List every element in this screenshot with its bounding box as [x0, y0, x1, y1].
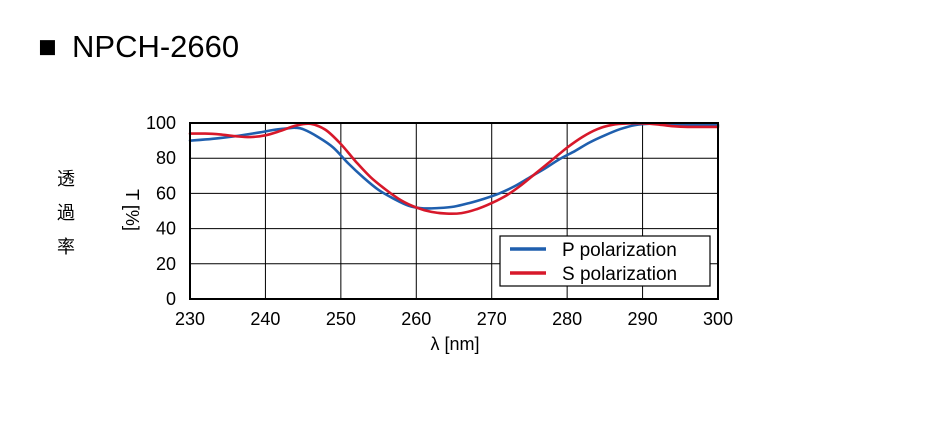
y-tick-label: 20 — [156, 254, 176, 274]
x-axis-label: λ [nm] — [430, 334, 479, 354]
chart-title: NPCH-2660 — [72, 29, 239, 64]
x-tick-labels: 230 240 250 260 270 280 290 300 — [175, 309, 733, 329]
y-tick-label: 80 — [156, 148, 176, 168]
y-tick-labels: 0 20 40 60 80 100 — [146, 113, 176, 309]
y-axis-label: T [%] — [122, 189, 142, 231]
y-tick-label: 40 — [156, 219, 176, 239]
y-tick-label: 0 — [166, 289, 176, 309]
x-tick-label: 240 — [250, 309, 280, 329]
legend-label: P polarization — [562, 240, 677, 261]
series-layer — [188, 121, 720, 216]
y-tick-label: 100 — [146, 113, 176, 133]
x-tick-label: 260 — [401, 309, 431, 329]
title-marker: ■ — [38, 29, 57, 64]
x-tick-label: 250 — [326, 309, 356, 329]
series-line-s-polarization — [188, 121, 720, 216]
y-axis-japanese-char: 率 — [57, 237, 75, 258]
series-line-p-polarization — [188, 122, 720, 210]
x-tick-label: 230 — [175, 309, 205, 329]
x-tick-label: 290 — [628, 309, 658, 329]
legend: P polarization S polarization — [499, 235, 711, 287]
legend-label: S polarization — [562, 264, 677, 285]
y-tick-label: 60 — [156, 183, 176, 203]
x-tick-label: 300 — [703, 309, 733, 329]
x-tick-label: 280 — [552, 309, 582, 329]
legend-box — [499, 235, 711, 287]
y-axis-japanese-char: 過 — [57, 203, 75, 224]
plot-frame — [189, 122, 719, 300]
x-tick-label: 270 — [477, 309, 507, 329]
y-axis-japanese-label: 透過率 — [57, 169, 75, 258]
y-axis-japanese-char: 透 — [57, 169, 75, 190]
